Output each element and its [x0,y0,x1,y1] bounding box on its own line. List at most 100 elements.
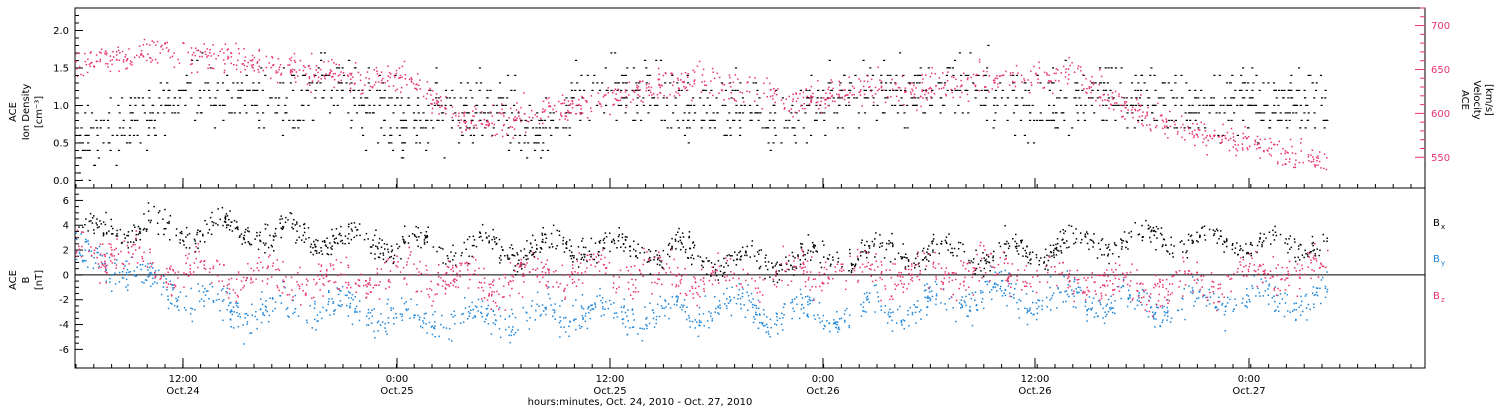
velocity-point [1137,110,1139,112]
b-by-point [105,280,107,282]
b-by-point [467,318,469,320]
b-bx-point [659,264,661,266]
velocity-point [136,54,138,57]
velocity-point [1046,74,1048,76]
b-bx-point [424,237,427,239]
b-by-point [431,333,434,336]
velocity-point [280,74,282,76]
velocity-point [1233,139,1235,141]
velocity-point [1167,137,1169,139]
b-by-point [212,299,215,302]
density-point [281,134,284,136]
density-point [866,97,870,99]
velocity-point [870,78,873,81]
velocity-point [998,75,1001,77]
density-point [264,74,267,76]
b-by-point [548,286,550,288]
b-bx-point [904,253,907,255]
velocity-point [600,105,603,108]
b-bx-point [331,245,333,247]
velocity-point [810,95,813,98]
density-point [1263,112,1266,114]
b-by-point [1086,313,1088,316]
density-point [774,112,777,114]
velocity-point [978,89,980,92]
density-point [1304,97,1307,99]
density-point [1015,74,1019,76]
b-by-point [459,322,462,324]
density-point [969,52,972,54]
velocity-point [862,85,865,88]
b-by-point [267,320,270,323]
b-by-point [908,325,910,327]
b-by-point [1306,319,1308,321]
b-by-point [280,302,283,304]
density-point [687,119,690,121]
b-bx-point [571,255,573,257]
b-bx-point [511,248,514,250]
density-point [985,119,989,121]
b-by-point [297,315,300,317]
velocity-point [288,58,291,60]
b-bx-point [213,221,215,224]
density-point [1075,104,1078,106]
velocity-point [967,77,969,79]
b-by-point [1020,300,1022,302]
b-by-point [1024,307,1026,309]
velocity-point [975,74,977,77]
b-bx-point [535,251,537,253]
b-bx-point [180,230,183,233]
b-bx-point [217,208,219,210]
b-bx-point [506,256,509,258]
density-point [1137,119,1140,121]
b-by-point [822,314,825,317]
density-point [1305,104,1308,106]
b-bx-point [633,240,635,243]
velocity-point [1124,102,1126,105]
density-point [635,104,639,106]
b-bx-point [534,239,536,241]
b-by-point [948,298,951,300]
density-point [1099,82,1103,84]
density-point [1283,89,1286,91]
b-bx-point [1003,243,1006,245]
velocity-point [1017,72,1019,74]
b-by-point [607,307,609,310]
b-bx-point [1043,261,1045,263]
b-by-point [413,314,415,317]
density-point [1090,104,1093,106]
b-by-point [80,233,82,235]
velocity-point [125,60,128,62]
b-by-point [163,275,165,277]
b-bx-point [799,263,802,266]
density-point [993,119,996,121]
density-point [1240,89,1243,91]
velocity-point [426,81,429,83]
b-by-point [995,283,998,286]
velocity-point [1068,56,1070,59]
velocity-point [395,72,398,75]
velocity-point [1274,143,1276,146]
b-bx-point [974,273,976,275]
b-bx-point [217,224,219,226]
density-point [1274,112,1277,114]
bottom-left-tick-label: -6 [59,345,69,356]
velocity-point [365,77,367,79]
velocity-point [1154,126,1157,129]
b-bx-point [1153,234,1156,236]
b-bx-point [247,230,249,232]
density-point [814,119,817,121]
b-by-point [405,301,407,303]
b-by-point [1192,276,1194,278]
density-point [1280,119,1283,121]
density-point [724,89,727,91]
density-point [257,82,261,84]
velocity-point [209,49,211,51]
density-point [361,127,364,129]
b-by-point [1267,303,1270,305]
velocity-point [1234,144,1236,146]
density-point [1269,127,1272,129]
density-point [1006,119,1009,121]
density-point [620,74,624,76]
b-by-point [471,301,473,304]
